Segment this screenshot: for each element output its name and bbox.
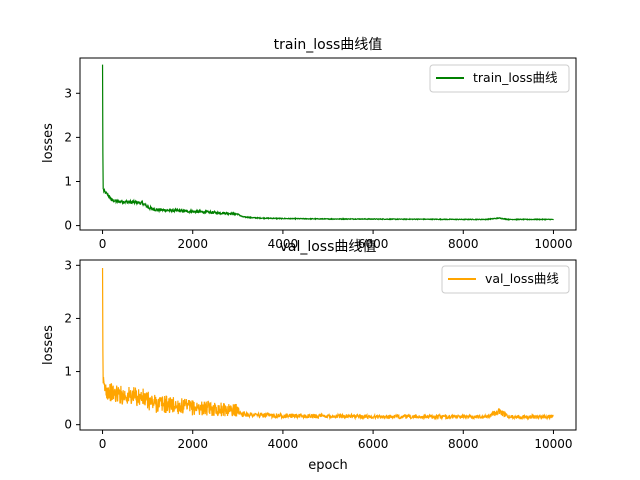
val-loss-series-line bbox=[101, 267, 554, 421]
train-loss-subplot: train_loss曲线值 losses 0 2000 4000 6000 8000 10… bbox=[41, 37, 577, 251]
val-loss-axes-frame bbox=[79, 259, 577, 431]
val-loss-xtick-label: 10000 bbox=[534, 437, 572, 451]
val-loss-legend-label: val_loss曲线 bbox=[485, 271, 559, 286]
train-loss-legend-label: train_loss曲线 bbox=[473, 70, 558, 85]
val-loss-xtick-label: 2000 bbox=[177, 437, 208, 451]
val-loss-axes: 0 2000 4000 6000 8000 10000 0 1 2 3 bbox=[64, 258, 577, 451]
train-loss-title: train_loss曲线值 bbox=[274, 37, 383, 53]
val-loss-xtick-label: 8000 bbox=[448, 437, 479, 451]
val-loss-ytick-label: 0 bbox=[64, 418, 72, 432]
val-loss-ytick-label: 2 bbox=[64, 311, 72, 325]
val-loss-xtick-label: 0 bbox=[99, 437, 107, 451]
val-loss-ytick-label: 1 bbox=[64, 365, 72, 379]
val-loss-legend: val_loss曲线 bbox=[441, 265, 570, 294]
train-loss-xtick-label: 4000 bbox=[268, 237, 299, 251]
val-loss-subplot: val_loss曲线值 losses epoch 0 2000 4000 6000 80… bbox=[41, 239, 577, 473]
val-loss-series-group bbox=[101, 267, 554, 421]
train-loss-axes-frame bbox=[79, 57, 577, 231]
train-loss-ylabel: losses bbox=[41, 123, 56, 163]
val-loss-xtick-label: 4000 bbox=[268, 437, 299, 451]
train-loss-legend-box bbox=[429, 64, 570, 93]
val-loss-xtick-label: 6000 bbox=[358, 437, 389, 451]
train-loss-xtick-label: 0 bbox=[99, 237, 107, 251]
train-loss-xtick-label: 6000 bbox=[358, 237, 389, 251]
val-loss-title: val_loss曲线值 bbox=[280, 239, 377, 255]
val-loss-legend-box bbox=[441, 265, 570, 294]
train-loss-ytick-label: 3 bbox=[64, 86, 72, 100]
train-loss-xtick-label: 10000 bbox=[534, 237, 572, 251]
val-loss-xlabel: epoch bbox=[308, 458, 348, 473]
val-loss-ylabel: losses bbox=[41, 325, 56, 365]
train-loss-ytick-label: 2 bbox=[64, 130, 72, 144]
train-loss-legend: train_loss曲线 bbox=[429, 64, 570, 93]
train-loss-axes: 0 2000 4000 6000 8000 10000 0 1 2 3 bbox=[64, 57, 577, 251]
val-loss-ytick-label: 3 bbox=[64, 258, 72, 272]
train-loss-xtick-label: 2000 bbox=[177, 237, 208, 251]
train-loss-ytick-label: 1 bbox=[64, 174, 72, 188]
train-loss-series-line bbox=[101, 64, 554, 221]
train-loss-xtick-label: 8000 bbox=[448, 237, 479, 251]
train-loss-ytick-label: 0 bbox=[64, 219, 72, 233]
train-loss-series-group bbox=[101, 64, 554, 221]
